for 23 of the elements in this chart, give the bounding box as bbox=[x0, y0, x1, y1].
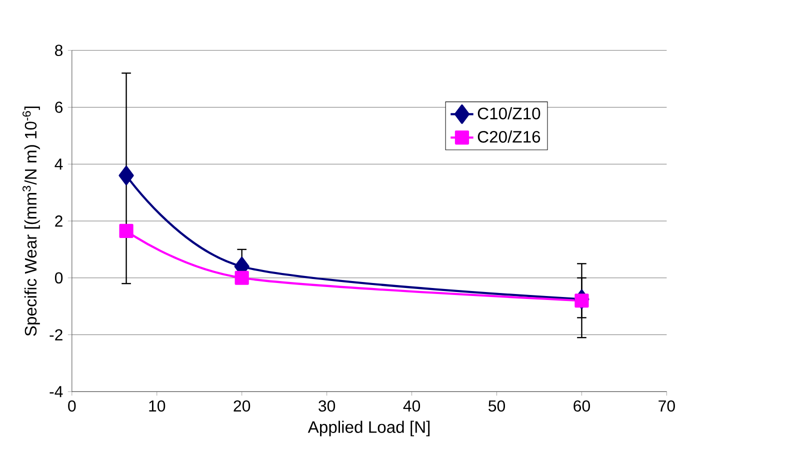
x-tick-label: 30 bbox=[318, 400, 336, 412]
x-tick-label: 20 bbox=[234, 400, 250, 412]
y-tick-label: -4 bbox=[50, 386, 63, 397]
point bbox=[118, 166, 134, 186]
y-tick-label: 8 bbox=[55, 44, 63, 56]
x-axis-title: Applied Load [N] bbox=[308, 420, 430, 436]
y-tick-label: -2 bbox=[50, 329, 62, 340]
y-tick-label: 6 bbox=[55, 101, 63, 113]
y-axis-title: Specific Wear [(mm$^{3}$/N m) 10$^{-6}$] bbox=[22, 106, 40, 336]
y-tick-label: 2 bbox=[55, 215, 62, 226]
point bbox=[574, 293, 589, 308]
point bbox=[234, 270, 249, 285]
x-tick-label: 70 bbox=[658, 400, 675, 412]
x-tick-label: 50 bbox=[488, 400, 506, 412]
x-tick-label: 0 bbox=[68, 400, 76, 412]
y-tick-label: 4 bbox=[54, 158, 63, 170]
y-tick-label: 0 bbox=[54, 272, 63, 284]
point bbox=[119, 224, 134, 238]
x-tick-label: 60 bbox=[574, 400, 590, 412]
x-tick-label: 10 bbox=[149, 400, 166, 412]
legend-label: C10/Z10 bbox=[478, 106, 540, 120]
legend-label: C20/Z16 bbox=[478, 130, 540, 143]
x-tick-label: 40 bbox=[403, 400, 420, 412]
